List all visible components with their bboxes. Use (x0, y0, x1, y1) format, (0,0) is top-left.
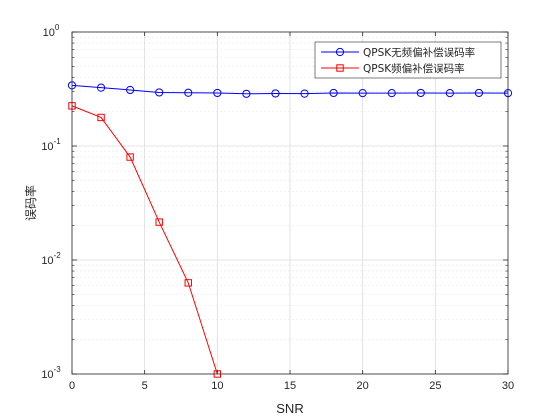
y-tick-label: 10-1 (41, 137, 61, 153)
x-tick-label: 20 (357, 380, 369, 392)
data-point-0 (445, 89, 454, 98)
data-point-0 (474, 88, 484, 98)
x-tick-label: 0 (69, 380, 75, 392)
x-tick-label: 25 (429, 380, 441, 392)
x-tick-label: 5 (142, 380, 148, 392)
series-line-1 (71, 105, 218, 375)
data-point-0 (96, 83, 106, 92)
data-point-1 (126, 153, 134, 161)
legend-box (314, 41, 502, 79)
y-tick-label: 10-2 (41, 251, 61, 267)
data-point-0 (416, 88, 425, 98)
legend-marker-0 (335, 47, 345, 57)
x-tick-label: 30 (502, 380, 514, 392)
data-point-0 (184, 88, 193, 97)
data-point-0 (126, 85, 135, 95)
data-point-0 (213, 88, 222, 98)
x-axis-label: SNR (276, 401, 303, 416)
data-point-1 (184, 279, 192, 287)
legend-label-1: QPSK频偏补偿误码率 (363, 62, 465, 75)
legend: QPSK无频偏补偿误码率 QPSK频偏补偿误码率 (314, 41, 502, 79)
y-tick-label: 10-3 (41, 365, 61, 381)
data-point-0 (358, 89, 367, 98)
x-tick-label: 15 (284, 380, 296, 392)
legend-label-0: QPSK无频偏补偿误码率 (363, 46, 475, 59)
data-point-0 (387, 89, 396, 98)
y-axis-label: 误码率 (23, 185, 38, 221)
x-tick-label: 10 (211, 380, 223, 392)
ticks (71, 31, 509, 375)
y-tick-label: 100 (43, 23, 60, 39)
data-point-0 (271, 89, 280, 98)
data-point-1 (97, 113, 105, 122)
data-point-0 (329, 88, 338, 98)
data-point-0 (155, 88, 164, 97)
data-point-0 (300, 89, 309, 98)
legend-marker-1 (336, 64, 344, 72)
series-line-0 (71, 84, 509, 95)
data-point-0 (242, 89, 251, 98)
data-point-1 (155, 218, 163, 226)
